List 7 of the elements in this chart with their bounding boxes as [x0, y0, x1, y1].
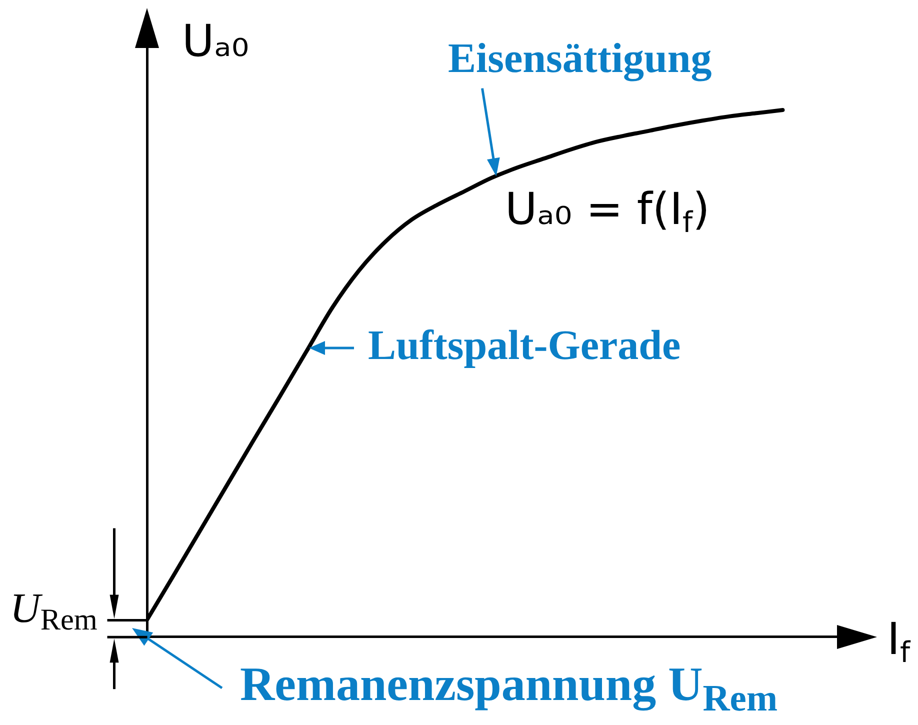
series-label: Uₐ₀ = f(I$_{f}$) [505, 184, 710, 239]
annotation: Luftspalt-Gerade [368, 323, 681, 369]
text: Remanenzspannung U$_{Rem}$ [240, 658, 778, 720]
text: U$_{Rem}$ [10, 586, 98, 636]
y-axis-title: Uₐ₀ [182, 16, 250, 67]
text: Eisensättigung [448, 36, 712, 82]
x-axis-title: I$_{f}$ [887, 614, 910, 669]
